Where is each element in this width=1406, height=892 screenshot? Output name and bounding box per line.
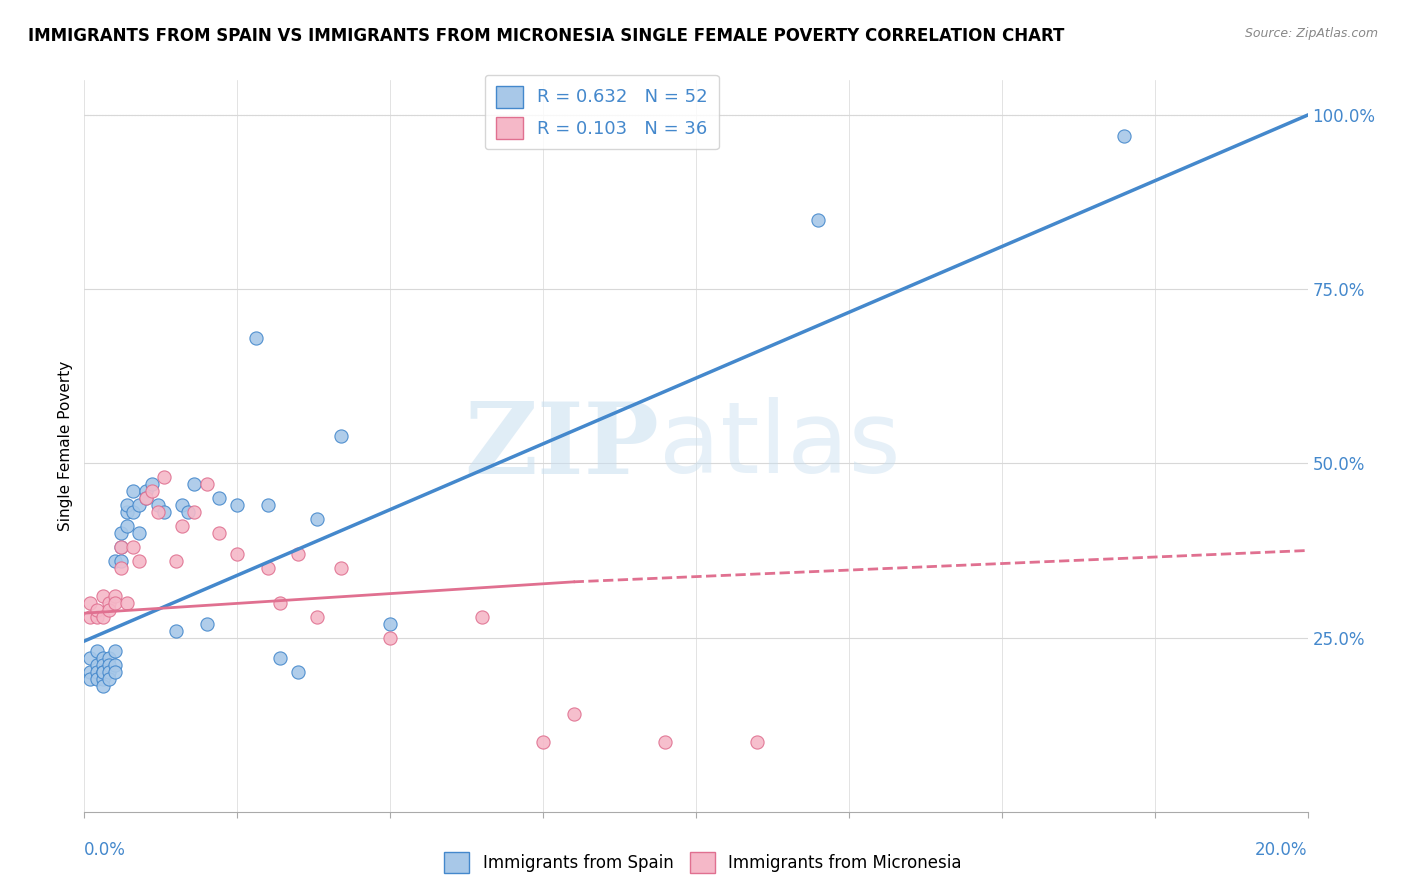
Point <box>110 540 132 554</box>
Point <box>141 484 163 499</box>
Point <box>104 665 127 680</box>
Point <box>91 665 114 680</box>
Point <box>195 477 218 491</box>
Point <box>208 491 231 506</box>
Point <box>183 477 205 491</box>
Point <box>562 707 585 722</box>
Point <box>122 484 145 499</box>
Point <box>305 609 328 624</box>
Point <box>115 596 138 610</box>
Point <box>183 505 205 519</box>
Point <box>110 561 132 575</box>
Point <box>195 616 218 631</box>
Point <box>97 651 120 665</box>
Point <box>86 658 108 673</box>
Point <box>86 644 108 658</box>
Point <box>257 561 280 575</box>
Point <box>330 428 353 442</box>
Point <box>226 498 249 512</box>
Point <box>115 505 138 519</box>
Point <box>165 624 187 638</box>
Point <box>257 498 280 512</box>
Point <box>115 519 138 533</box>
Point <box>122 540 145 554</box>
Text: ZIP: ZIP <box>464 398 659 494</box>
Y-axis label: Single Female Poverty: Single Female Poverty <box>58 361 73 531</box>
Point <box>135 491 157 506</box>
Point <box>86 603 108 617</box>
Point <box>807 212 830 227</box>
Point <box>747 735 769 749</box>
Point <box>86 665 108 680</box>
Point <box>79 596 101 610</box>
Point <box>91 589 114 603</box>
Point <box>287 547 309 561</box>
Point <box>97 665 120 680</box>
Point <box>172 519 194 533</box>
Text: 20.0%: 20.0% <box>1256 841 1308 859</box>
Point <box>172 498 194 512</box>
Point <box>153 505 176 519</box>
Point <box>330 561 353 575</box>
Point <box>104 589 127 603</box>
Point <box>135 484 157 499</box>
Point <box>531 735 554 749</box>
Point <box>79 609 101 624</box>
Point <box>91 658 114 673</box>
Point <box>122 505 145 519</box>
Point <box>128 526 150 541</box>
Point <box>226 547 249 561</box>
Legend: Immigrants from Spain, Immigrants from Micronesia: Immigrants from Spain, Immigrants from M… <box>437 846 969 880</box>
Point <box>165 554 187 568</box>
Point <box>153 470 176 484</box>
Point <box>91 673 114 687</box>
Point <box>380 631 402 645</box>
Point <box>104 658 127 673</box>
Point <box>97 596 120 610</box>
Point <box>97 603 120 617</box>
Point <box>110 554 132 568</box>
Point <box>269 596 291 610</box>
Point <box>471 609 494 624</box>
Point <box>91 679 114 693</box>
Point <box>135 491 157 506</box>
Point <box>245 331 267 345</box>
Point <box>91 665 114 680</box>
Legend: R = 0.632   N = 52, R = 0.103   N = 36: R = 0.632 N = 52, R = 0.103 N = 36 <box>485 75 718 150</box>
Point <box>79 665 101 680</box>
Point <box>86 609 108 624</box>
Point <box>128 498 150 512</box>
Point <box>287 665 309 680</box>
Point <box>1114 128 1136 143</box>
Point <box>115 498 138 512</box>
Point <box>380 616 402 631</box>
Point <box>110 526 132 541</box>
Point <box>104 644 127 658</box>
Point <box>141 477 163 491</box>
Point <box>146 505 169 519</box>
Point <box>104 554 127 568</box>
Point <box>128 554 150 568</box>
Point <box>104 596 127 610</box>
Text: 0.0%: 0.0% <box>84 841 127 859</box>
Point <box>208 526 231 541</box>
Point <box>97 673 120 687</box>
Point <box>305 512 328 526</box>
Point <box>97 658 120 673</box>
Text: Source: ZipAtlas.com: Source: ZipAtlas.com <box>1244 27 1378 40</box>
Point <box>654 735 676 749</box>
Point <box>269 651 291 665</box>
Point <box>110 540 132 554</box>
Text: IMMIGRANTS FROM SPAIN VS IMMIGRANTS FROM MICRONESIA SINGLE FEMALE POVERTY CORREL: IMMIGRANTS FROM SPAIN VS IMMIGRANTS FROM… <box>28 27 1064 45</box>
Text: atlas: atlas <box>659 398 901 494</box>
Point <box>146 498 169 512</box>
Point <box>177 505 200 519</box>
Point <box>91 651 114 665</box>
Point <box>86 673 108 687</box>
Point <box>79 651 101 665</box>
Point <box>91 609 114 624</box>
Point <box>79 673 101 687</box>
